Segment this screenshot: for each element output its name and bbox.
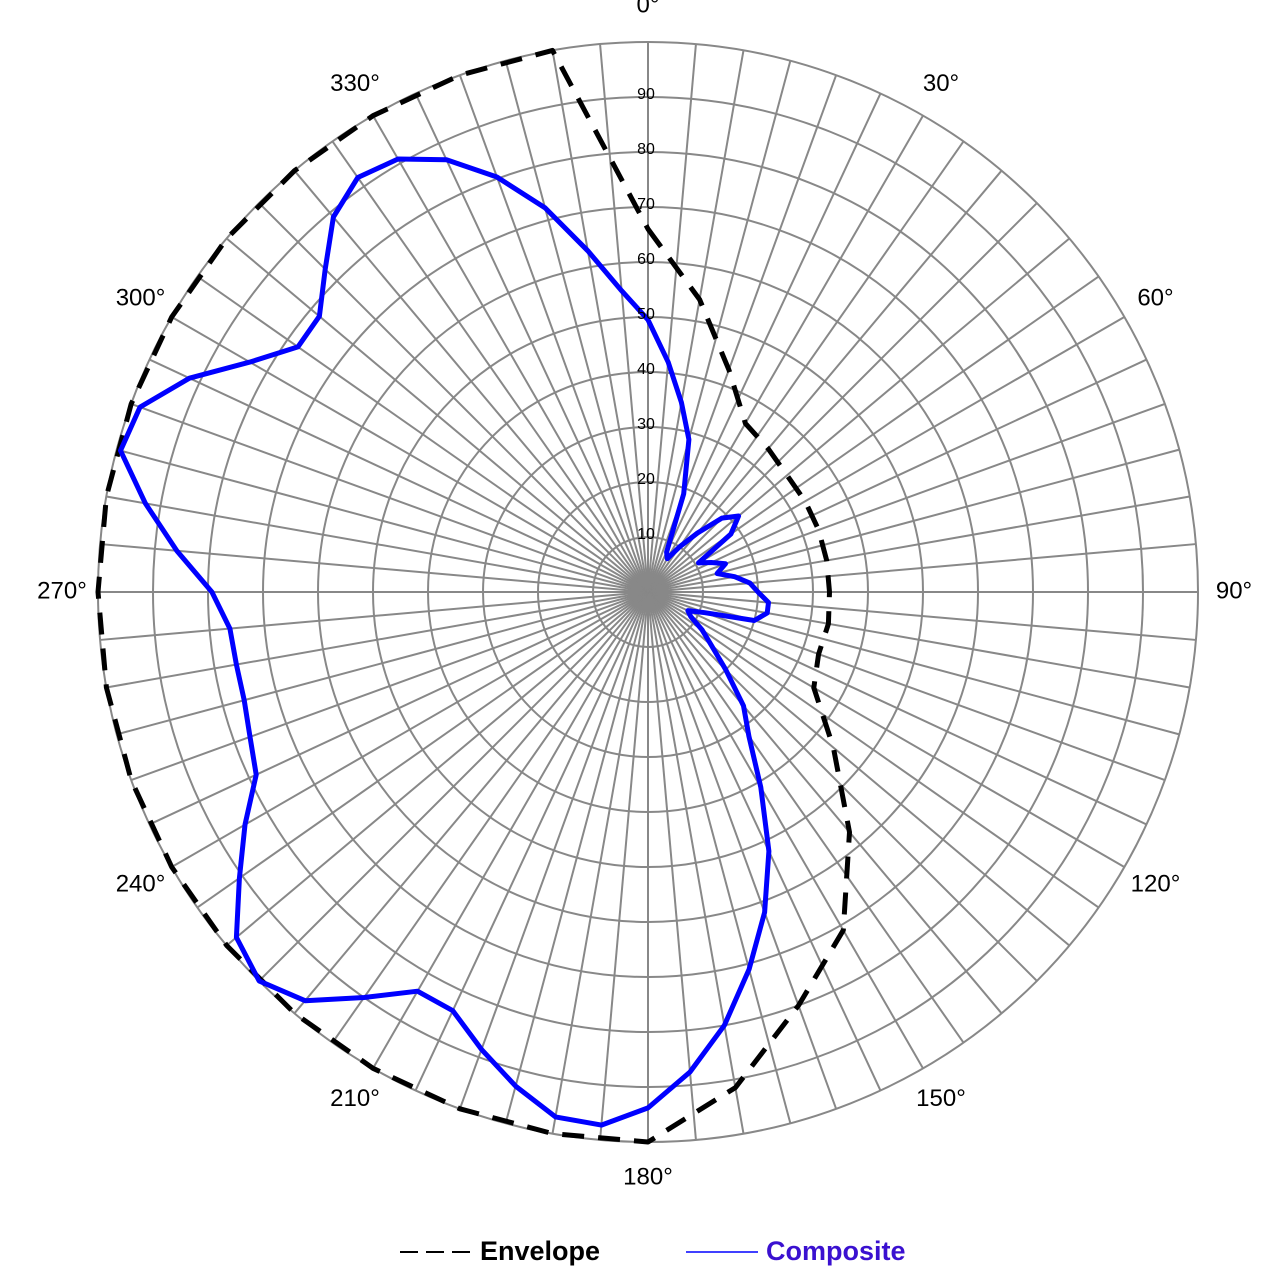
r-tick-label: 10 — [637, 526, 655, 543]
grid-ring — [592, 536, 704, 648]
theta-tick-label: 210° — [330, 1085, 380, 1112]
grid-ring — [482, 426, 814, 758]
legend: Envelope Composite — [400, 1236, 906, 1266]
theta-tick-label: 30° — [923, 70, 959, 97]
grid-ring — [152, 96, 1144, 1088]
r-tick-label: 50 — [637, 306, 655, 323]
r-tick-label: 40 — [637, 361, 655, 378]
labels: 10 20 30 40 50 60 70 80 90 0° 30° 60° 90° 120° 150° 180… — [37, 0, 1252, 1190]
plot-area — [95, 47, 852, 1145]
theta-tick-label: 270° — [37, 577, 87, 604]
theta-tick-label: 60° — [1137, 284, 1173, 311]
theta-tick-label: 300° — [116, 284, 166, 311]
theta-tick-label: 90° — [1216, 577, 1252, 604]
r-tick-label: 30 — [637, 416, 655, 433]
grid-ring — [262, 206, 1034, 978]
r-tick-label: 70 — [637, 196, 655, 213]
theta-tick-label: 330° — [330, 70, 380, 97]
theta-tick-label: 180° — [623, 1163, 673, 1190]
r-tick-label: 20 — [637, 471, 655, 488]
theta-tick-label: 0° — [637, 0, 660, 18]
r-tick-label: 60 — [637, 251, 655, 268]
theta-tick-label: 150° — [916, 1085, 966, 1112]
legend-label: Envelope — [480, 1236, 600, 1266]
r-tick-label: 80 — [637, 141, 655, 158]
series-line — [95, 47, 852, 1145]
grid-ring — [207, 151, 1089, 1033]
grid-ring — [427, 371, 869, 813]
theta-tick-label: 240° — [116, 870, 166, 897]
legend-label: Composite — [766, 1236, 906, 1266]
theta-tick-label: 120° — [1131, 870, 1181, 897]
r-tick-label: 90 — [637, 86, 655, 103]
series-line — [118, 156, 772, 1128]
grid-ring — [317, 261, 979, 923]
